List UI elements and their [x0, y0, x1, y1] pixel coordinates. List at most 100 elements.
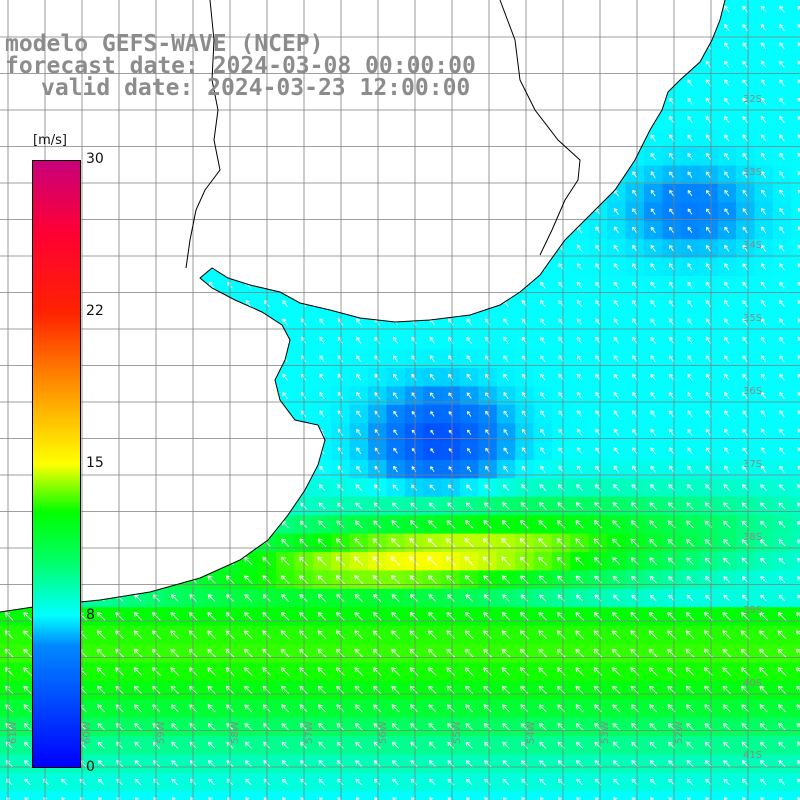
speed-cell: [147, 791, 167, 800]
speed-cell: [791, 349, 800, 369]
wind-arrow: [208, 447, 215, 455]
wind-arrow: [356, 465, 362, 473]
wind-arrow: [337, 171, 344, 179]
speed-cell: [0, 515, 19, 535]
wind-arrow: [409, 520, 419, 529]
wind-arrow: [519, 556, 529, 566]
wind-arrow: [80, 134, 86, 142]
wind-arrow: [687, 208, 693, 215]
wind-arrow: [6, 23, 12, 32]
wind-arrow: [373, 722, 381, 731]
speed-cell: [349, 294, 369, 314]
wind-arrow: [687, 79, 693, 87]
wind-arrow: [632, 355, 638, 363]
wind-arrow: [355, 484, 363, 491]
wind-arrow: [98, 207, 104, 216]
wind-arrow: [464, 612, 474, 621]
wind-arrow: [245, 171, 252, 179]
speed-cell: [368, 18, 387, 38]
wind-arrow: [24, 447, 31, 455]
wind-arrow: [24, 115, 31, 124]
speed-cell: [441, 220, 461, 240]
wind-arrow: [464, 630, 474, 640]
wind-arrow: [281, 797, 289, 800]
wind-arrow: [317, 648, 327, 658]
wind-arrow: [595, 299, 601, 308]
wind-arrow: [446, 667, 456, 676]
wind-arrow: [778, 502, 786, 510]
wind-arrow: [392, 355, 399, 363]
speed-cell: [404, 202, 424, 222]
wind-arrow: [742, 391, 748, 400]
wind-arrow: [503, 410, 509, 418]
speed-cell: [460, 128, 479, 148]
wind-arrow: [668, 5, 675, 13]
wind-arrow: [760, 760, 768, 768]
wind-arrow: [428, 612, 437, 621]
wind-arrow: [503, 281, 509, 289]
wind-arrow: [687, 244, 693, 252]
wind-arrow: [98, 5, 104, 13]
wind-arrow: [135, 5, 141, 13]
wind-arrow: [6, 410, 12, 418]
wind-arrow: [687, 299, 693, 308]
wind-arrow: [538, 556, 548, 566]
wind-arrow: [245, 502, 252, 510]
wind-arrow: [207, 722, 216, 731]
wind-arrow: [245, 465, 252, 473]
wind-arrow: [300, 465, 307, 473]
wind-arrow: [24, 410, 31, 418]
wind-arrow: [356, 410, 362, 418]
speed-cell: [128, 239, 148, 259]
wind-arrow: [319, 373, 325, 381]
wind-arrow: [135, 318, 141, 326]
speed-cell: [441, 202, 461, 222]
wind-arrow: [576, 594, 584, 602]
wind-arrow: [300, 244, 307, 252]
speed-cell: [607, 0, 627, 19]
wind-arrow: [430, 411, 435, 417]
wind-arrow: [373, 741, 381, 749]
speed-cell: [423, 165, 443, 185]
speed-cell: [386, 165, 406, 185]
wind-arrow: [503, 97, 509, 105]
wind-arrow: [778, 741, 786, 749]
speed-cell: [92, 515, 111, 535]
wind-arrow: [760, 97, 767, 105]
wind-arrow: [207, 648, 216, 658]
wind-arrow: [300, 207, 307, 216]
speed-cell: [791, 533, 800, 553]
speed-cell: [92, 110, 111, 130]
wind-arrow: [484, 797, 491, 800]
wind-arrow: [282, 207, 288, 216]
wind-arrow: [281, 760, 289, 768]
wind-arrow: [705, 263, 711, 271]
wind-arrow: [724, 281, 730, 289]
wind-arrow: [372, 574, 382, 585]
speed-cell: [147, 460, 167, 479]
speed-cell: [239, 165, 259, 185]
wind-arrow: [632, 410, 638, 418]
wind-arrow: [778, 778, 786, 786]
speed-cell: [607, 92, 627, 111]
wind-arrow: [650, 171, 656, 179]
speed-cell: [515, 18, 535, 38]
wind-arrow: [705, 299, 712, 308]
wind-arrow: [447, 502, 455, 510]
wind-arrow: [613, 299, 620, 308]
wind-arrow: [595, 336, 601, 344]
wind-arrow: [778, 576, 786, 583]
wind-arrow: [723, 760, 731, 768]
wind-arrow: [354, 722, 363, 731]
speed-cell: [680, 0, 700, 19]
wind-arrow: [411, 115, 417, 124]
wind-arrow: [612, 741, 620, 749]
wind-arrow: [503, 134, 509, 142]
wind-arrow: [300, 115, 307, 124]
wind-arrow: [354, 667, 364, 676]
wind-arrow: [466, 281, 472, 289]
speed-cell: [625, 55, 645, 75]
wind-arrow: [464, 575, 474, 584]
wind-arrow: [24, 244, 31, 252]
wind-arrow: [409, 538, 419, 548]
